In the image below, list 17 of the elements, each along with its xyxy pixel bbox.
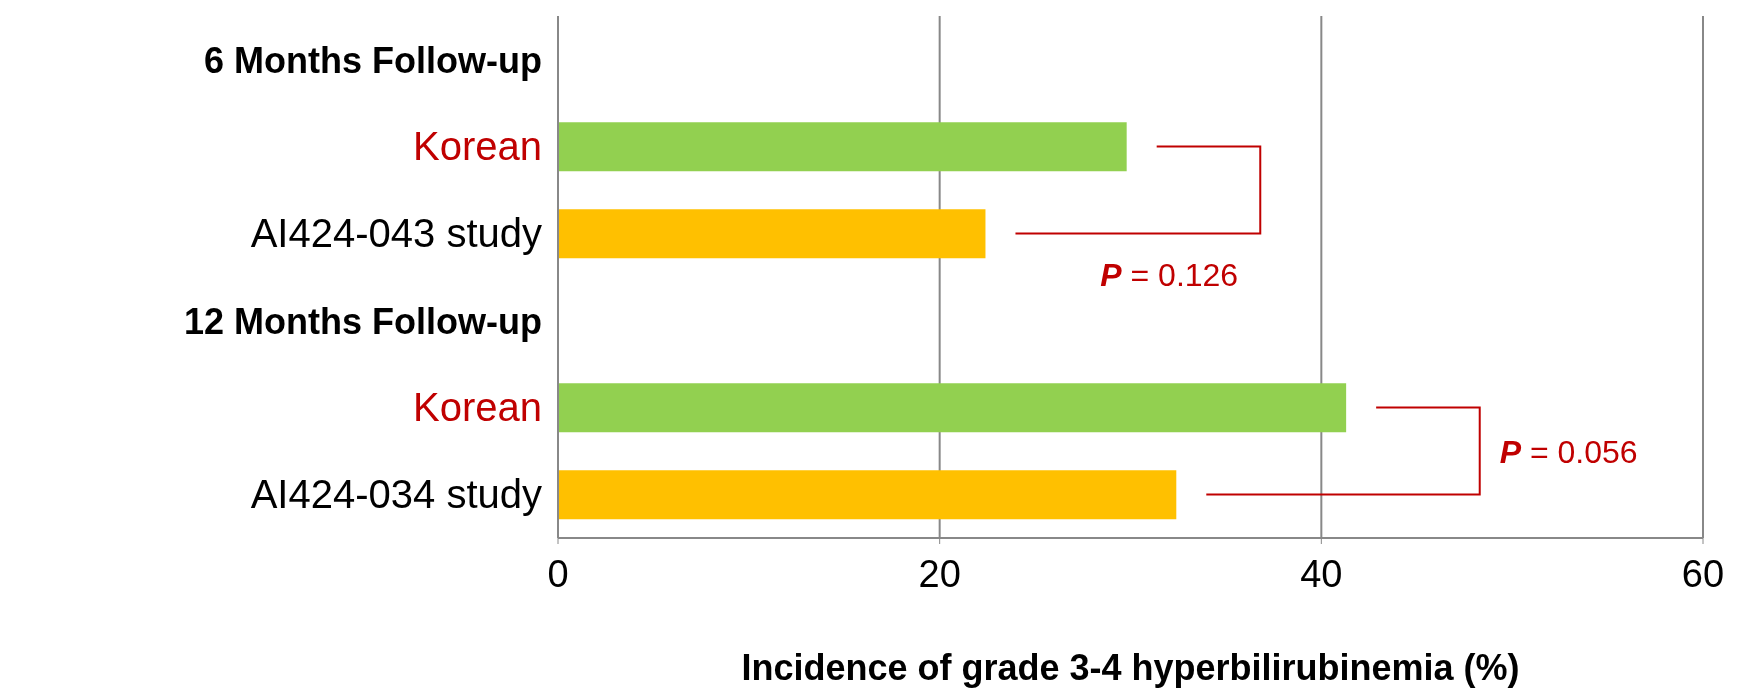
y-tick-label: AI424-034 study [250, 471, 542, 516]
x-tick-label: 40 [1300, 552, 1343, 595]
bar [558, 383, 1347, 433]
y-tick-label: Korean [413, 384, 542, 429]
y-tick-label: 6 Months Follow-up [204, 39, 542, 81]
y-tick-label: AI424-043 study [250, 210, 542, 255]
x-tick-label: 0 [547, 552, 569, 595]
bar [558, 470, 1177, 520]
annotation: P = 0.126 [1100, 256, 1239, 293]
x-tick-label: 20 [918, 552, 961, 595]
x-tick-label: 60 [1681, 552, 1725, 595]
x-axis-title: Incidence of grade 3-4 hyperbilirubinemia (%) [741, 647, 1520, 688]
y-tick-label: 12 Months Follow-up [184, 300, 542, 342]
bar [558, 122, 1127, 172]
annotation: P = 0.056 [1499, 434, 1638, 470]
y-tick-label: Korean [413, 123, 542, 168]
bar [558, 209, 986, 259]
